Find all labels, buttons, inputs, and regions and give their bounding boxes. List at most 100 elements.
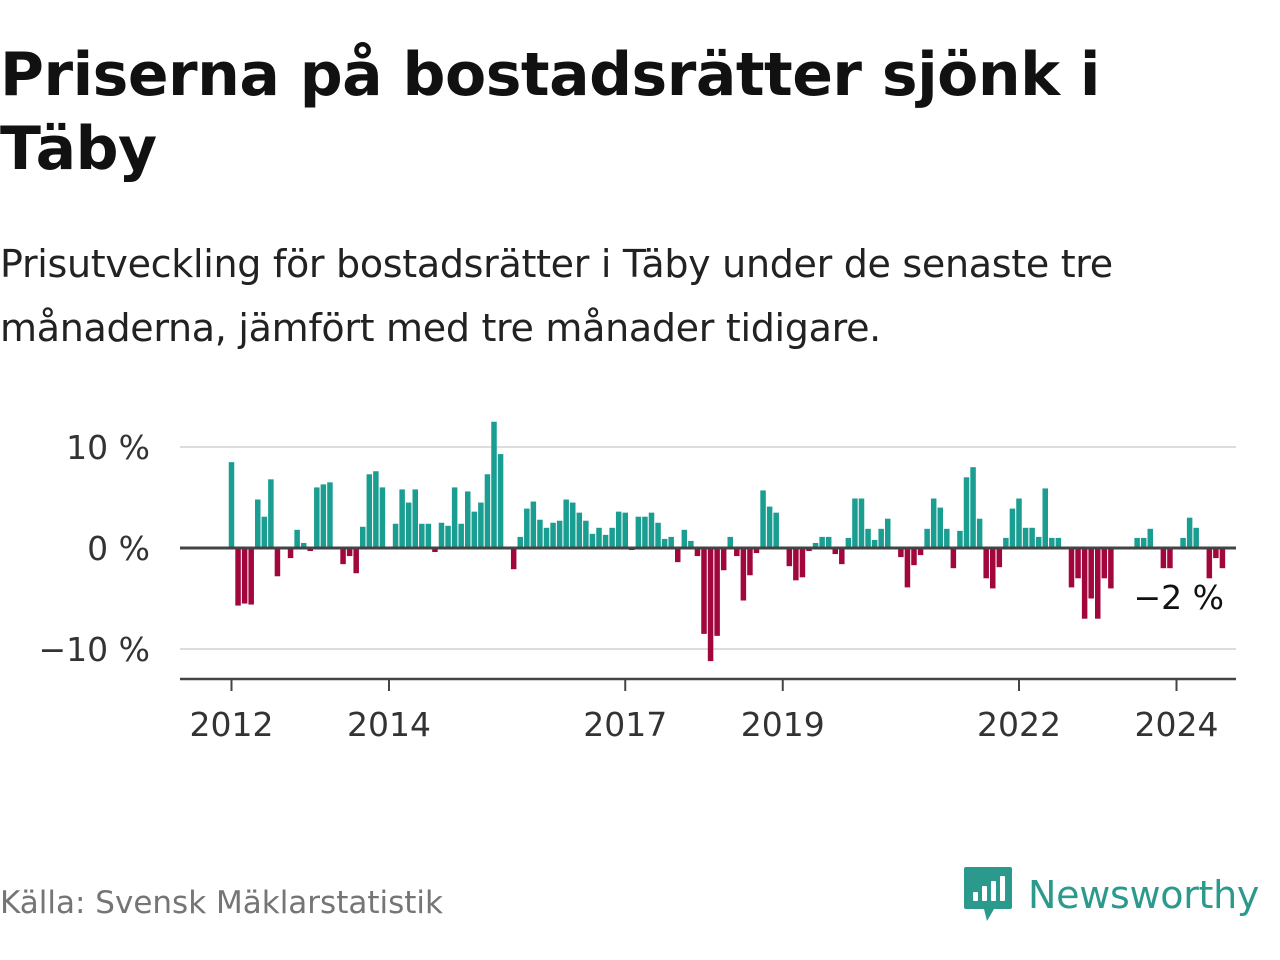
bar bbox=[373, 471, 379, 548]
bar bbox=[924, 528, 930, 548]
x-tick-label: 2017 bbox=[583, 705, 667, 744]
bar bbox=[635, 516, 642, 548]
bar bbox=[379, 487, 386, 548]
bar bbox=[602, 534, 609, 548]
source-note: Källa: Svensk Mäklarstatistik bbox=[0, 885, 443, 921]
bar bbox=[720, 548, 727, 571]
bar bbox=[353, 548, 359, 574]
bar bbox=[917, 548, 924, 556]
bar bbox=[425, 523, 432, 548]
bar bbox=[996, 548, 1003, 568]
bar bbox=[734, 548, 740, 557]
bar bbox=[392, 523, 399, 548]
bar bbox=[1022, 527, 1029, 548]
bar bbox=[661, 538, 668, 548]
bar bbox=[1101, 548, 1108, 579]
bar bbox=[228, 462, 235, 548]
bar bbox=[793, 548, 799, 581]
bar bbox=[274, 548, 281, 577]
bar bbox=[681, 529, 688, 548]
bar bbox=[944, 528, 950, 548]
newsworthy-icon bbox=[964, 867, 1012, 921]
bar bbox=[510, 548, 517, 570]
bar bbox=[589, 533, 596, 548]
bar bbox=[254, 499, 261, 548]
x-tick-label: 2022 bbox=[977, 705, 1061, 744]
bar bbox=[497, 454, 504, 548]
bar bbox=[445, 525, 451, 548]
bar bbox=[839, 548, 845, 565]
bar bbox=[825, 536, 832, 548]
bar bbox=[674, 548, 681, 563]
bar bbox=[707, 548, 714, 662]
bar bbox=[346, 548, 353, 557]
bars bbox=[228, 421, 1226, 662]
bar bbox=[399, 489, 405, 548]
bar bbox=[950, 548, 957, 569]
bar bbox=[464, 491, 471, 548]
bar bbox=[983, 548, 989, 579]
bar bbox=[714, 548, 720, 636]
y-tick-label: 0 % bbox=[87, 529, 150, 568]
bar bbox=[268, 479, 274, 548]
bar bbox=[957, 530, 963, 548]
bar bbox=[1042, 488, 1048, 548]
x-tick-label: 2012 bbox=[190, 705, 274, 744]
bar bbox=[327, 482, 333, 548]
bar bbox=[484, 474, 491, 548]
bar bbox=[576, 512, 583, 548]
bar bbox=[458, 523, 464, 548]
bar bbox=[1213, 548, 1219, 559]
bar bbox=[832, 548, 838, 555]
bar bbox=[930, 498, 937, 548]
bar bbox=[478, 502, 484, 548]
bar bbox=[1193, 527, 1199, 548]
bar bbox=[419, 523, 425, 548]
bar bbox=[786, 548, 793, 567]
bar bbox=[773, 512, 779, 548]
bar bbox=[852, 498, 858, 548]
bar bbox=[1035, 536, 1042, 548]
bar bbox=[845, 537, 852, 548]
bar bbox=[812, 542, 819, 548]
bar bbox=[911, 548, 917, 566]
bar bbox=[524, 508, 530, 548]
bar bbox=[668, 536, 674, 548]
bar bbox=[819, 536, 825, 548]
bar bbox=[248, 548, 254, 605]
bar bbox=[1219, 548, 1226, 569]
bar bbox=[760, 490, 766, 548]
bar bbox=[1108, 548, 1114, 589]
bar bbox=[799, 548, 806, 578]
last-value-label: −2 % bbox=[1134, 578, 1225, 617]
bar bbox=[1140, 537, 1147, 548]
chart-subtitle: Prisutveckling för bostadsrätter i Täby … bbox=[0, 242, 1113, 350]
bar bbox=[878, 528, 884, 548]
bar bbox=[753, 548, 760, 554]
bar bbox=[1186, 517, 1193, 548]
bar bbox=[563, 499, 569, 548]
bar bbox=[569, 502, 576, 548]
bar bbox=[517, 536, 523, 548]
bar bbox=[989, 548, 996, 589]
bar bbox=[1075, 548, 1081, 579]
bar bbox=[1094, 548, 1101, 619]
bar bbox=[1160, 548, 1167, 569]
bar bbox=[609, 527, 615, 548]
bar bbox=[865, 528, 871, 548]
bar bbox=[550, 522, 556, 548]
bar bbox=[596, 527, 602, 548]
bar bbox=[307, 548, 313, 552]
bar bbox=[1167, 548, 1173, 569]
bar bbox=[806, 548, 812, 552]
x-tick-label: 2024 bbox=[1135, 705, 1219, 744]
bar bbox=[1009, 508, 1016, 548]
bar bbox=[1206, 548, 1213, 579]
bar bbox=[615, 511, 622, 548]
bar bbox=[491, 421, 497, 548]
bar bbox=[314, 487, 320, 548]
bar bbox=[294, 529, 300, 548]
bar bbox=[976, 518, 983, 548]
bar bbox=[1055, 537, 1062, 548]
labels: 10 % 0 % −10 % 2012 2014 2017 2019 2022 2024 −2 % bbox=[39, 428, 1225, 744]
